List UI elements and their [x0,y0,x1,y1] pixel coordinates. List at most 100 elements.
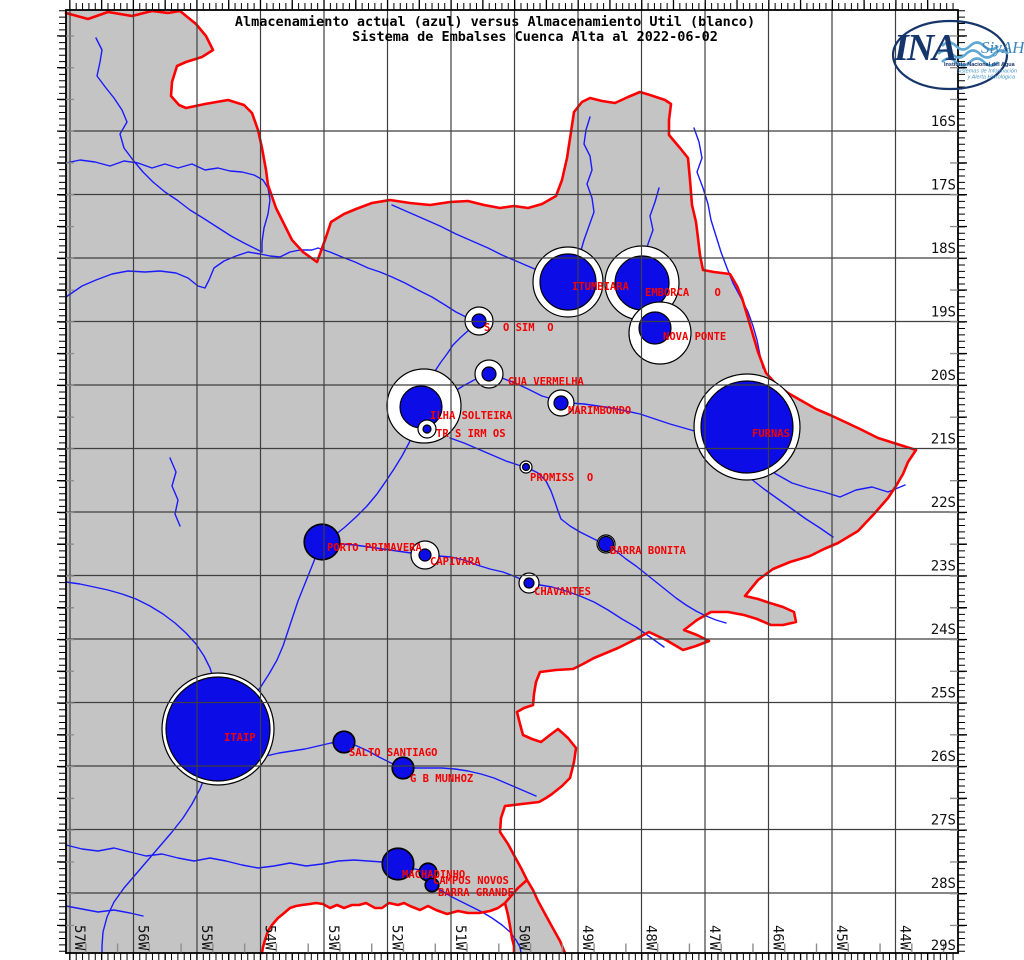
lat-label: 24S [931,622,956,638]
label-chavantes: CHAVANTES [534,586,591,598]
label-agua-vermelha: GUA VERMELHA [508,376,585,388]
label-porto-primavera: PORTO PRIMAVERA [327,542,423,554]
river [65,905,144,917]
reservoir-barra-bonita [596,534,616,554]
reservoir-labels: ITUMBIARA EMBORCA O NOVA PONTE S O SIM O… [224,281,790,899]
label-emborcacao: EMBORCA O [645,287,721,299]
latitude-labels: 16S 17S 18S 19S 20S 21S 22S 23S 24S 25S … [931,114,956,954]
logo-siyah-text: SiyAH [981,38,1024,57]
river [693,127,764,369]
label-nova-ponte: NOVA PONTE [663,331,726,343]
logo-waves-icon [937,41,1009,67]
reservoir-itumbiara [532,246,604,318]
lon-label: 44W [897,925,913,951]
label-marimbondo: MARIMBONDO [568,405,631,417]
label-tres-irmaos: TR S IRM OS [436,428,506,440]
lon-label: 47W [706,925,722,951]
longitude-labels: 57W 56W 55W 54W 53W 52W 51W 50W 49W 48W … [71,925,913,951]
lat-label: 29S [931,938,956,954]
reservoir-gb-munhoz [391,756,415,780]
lon-label: 55W [198,925,214,951]
logo-ina-text: INA [893,27,956,69]
lon-label: 48W [643,925,659,951]
label-barra-bonita: BARRA BONITA [610,545,687,557]
river [65,247,475,321]
white-region-north [171,10,656,262]
label-itumbiara: ITUMBIARA [572,281,630,293]
label-campos-novos: CAMPOS NOVOS [433,875,509,887]
ina-siyah-logo: INA SiyAH Instituto Nacional del Agua Si… [891,19,1024,91]
lat-label: 17S [931,178,956,194]
label-sao-simao: S O SIM O [484,322,554,334]
lon-label: 49W [579,925,595,951]
lon-label: 56W [135,925,151,951]
logo-subtitle-2: Sistemas de Información [956,69,1017,75]
reservoir-porto-primavera [303,523,341,561]
river [101,405,425,954]
reservoir-capivara [410,540,440,570]
lon-label: 54W [262,925,278,951]
reservoir-markers [161,245,801,893]
lat-label: 16S [931,114,956,130]
lat-label: 22S [931,495,956,511]
reservoir-chavantes [518,572,540,594]
reservoir-salto-santiago [332,730,356,754]
label-barra-grande: BARRA GRANDE [438,887,514,899]
white-region-east [500,10,958,953]
lat-label: 26S [931,749,956,765]
label-ilha-solteira: ILHA SOLTEIRA [430,410,513,422]
reservoir-furnas [693,373,801,481]
lat-label: 27S [931,813,956,829]
map-title-line2: Sistema de Embalses Cuenca Alta al 2022-… [352,29,718,45]
boundary-main [64,9,918,955]
lat-label: 20S [931,368,956,384]
lon-label: 53W [325,925,341,951]
lon-label: 57W [71,925,87,951]
lon-label: 46W [770,925,786,951]
river [65,159,271,253]
grid-horizontal [66,130,958,894]
label-gb-munhoz: G B MUNHOZ [410,773,473,785]
map-title: Almacenamiento actual (azul) versus Alma… [235,14,755,45]
lon-label: 52W [389,925,405,951]
label-itaipu: ITAIP [224,732,256,744]
logo-subtitle-3: y Alerta Hidrológica [967,75,1015,81]
reservoir-machadinho [381,847,415,881]
label-machadinho: MACHADINHO [402,869,465,881]
reservoir-agua-vermelha [474,359,504,389]
river [169,457,181,527]
logo-subtitle-1: Instituto Nacional del Agua [944,62,1016,68]
label-promissao: PROMISS O [530,472,593,484]
lon-label: 51W [452,925,468,951]
reservoir-promissao [519,460,533,474]
outside-basin-regions [171,10,958,953]
reservoir-barra-grande [424,877,440,893]
lat-label: 18S [931,241,956,257]
lat-label: 19S [931,305,956,321]
reservoir-nova-ponte [628,301,692,365]
map-title-line1: Almacenamiento actual (azul) versus Alma… [235,14,755,30]
logo-circle [891,19,1009,91]
label-capivara: CAPIVARA [430,556,481,568]
river [95,37,263,253]
label-salto-santiago: SALTO SANTIAGO [349,747,438,759]
map-frame [57,0,967,960]
reservoir-itaipu [161,672,275,786]
lat-label: 28S [931,876,956,892]
lon-label: 50W [516,925,532,951]
reservoir-marimbondo [547,389,575,417]
label-furnas: FURNAS [752,428,790,440]
grid-vertical [69,10,897,953]
grid-lines [66,10,958,953]
boundary-south-branch [260,878,529,955]
lat-label: 23S [931,559,956,575]
river [749,477,834,538]
river [233,741,537,797]
river [449,437,727,624]
lat-label: 21S [931,432,956,448]
lon-label: 45W [833,925,849,951]
river [329,542,665,648]
reservoir-tres-irmaos [417,419,437,439]
